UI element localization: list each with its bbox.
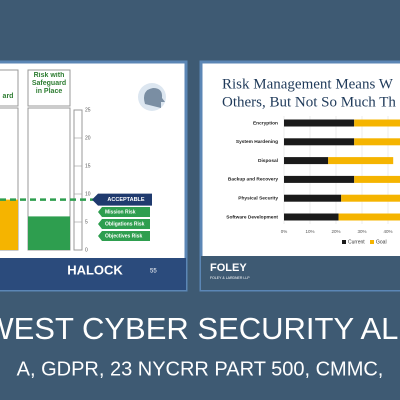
x-tick-label: 0% <box>281 229 288 234</box>
legend-label: Goal <box>376 239 387 245</box>
x-tick-label: 20% <box>331 229 340 234</box>
bar-segment <box>338 213 400 221</box>
tick-label: 10 <box>85 191 91 197</box>
subheadline: A, GDPR, 23 NYCRR PART 500, CMMC, <box>17 358 384 380</box>
risk-label: Objectives Risk <box>105 233 142 239</box>
legend-swatch <box>370 240 374 244</box>
bar-segment <box>284 138 355 146</box>
risk-label: Obligations Risk <box>105 221 145 227</box>
tick-label: 0 <box>85 247 88 253</box>
category-label: Disposal <box>258 158 278 164</box>
bar-title: Risk with Safeguard in Place <box>31 72 67 95</box>
bar-title-box: Risk with Safeguard in Place <box>31 72 67 95</box>
tick-label: 15 <box>85 163 91 169</box>
label-box <box>27 69 71 107</box>
label-box <box>0 69 19 107</box>
bar-segment <box>341 194 400 202</box>
head-icon-shape <box>144 88 165 108</box>
tick-label: 5 <box>85 219 88 225</box>
headline: WEST CYBER SECURITY ALL <box>0 311 400 346</box>
left-slide-footer <box>0 258 186 290</box>
risk-tag <box>98 219 150 229</box>
slide-title: Others, But Not So Much Th <box>222 94 396 110</box>
foley-logo: FOLEY <box>210 262 247 274</box>
legend-label: Current <box>348 239 365 245</box>
bar-segment <box>354 175 400 183</box>
cropped-label: ard <box>3 93 14 100</box>
bar-segment <box>284 194 342 202</box>
foley-sub: FOLEY & LARDNER LLP <box>210 276 250 280</box>
x-tick-label: 40% <box>383 229 392 234</box>
legend-swatch <box>342 240 346 244</box>
bar-segment <box>354 138 400 146</box>
category-label: Software Development <box>226 214 278 220</box>
tick-label: 20 <box>85 135 91 141</box>
x-tick-label: 10% <box>305 229 314 234</box>
right-slide-footer <box>201 256 400 290</box>
gauge: 0 5 10 15 20 25 ACCEPTABLE Mission Risk Obligati… <box>0 107 152 253</box>
x-tick-label: 30% <box>357 229 366 234</box>
risk-tag <box>98 231 150 241</box>
page-number: 55 <box>150 269 157 275</box>
acceptable-tag <box>92 193 152 206</box>
bar-segment <box>284 213 339 221</box>
risk-tag <box>98 207 150 217</box>
bar-segment <box>328 157 394 165</box>
risk-bar <box>28 216 70 250</box>
risk-bar <box>0 199 18 250</box>
category-label: Backup and Recovery <box>228 177 278 183</box>
halock-logo: HALOCK <box>67 262 123 277</box>
bar-chart: 0% 10% 20% 30% 40% Encryption System Hardening… <box>226 116 400 245</box>
bar-segment <box>284 175 355 183</box>
tick-label: 25 <box>85 107 91 113</box>
gauge-scale <box>73 109 83 251</box>
category-label: System Hardening <box>236 139 278 145</box>
risk-label: Mission Risk <box>105 209 136 215</box>
bar-segment <box>284 119 355 127</box>
acceptable-label: ACCEPTABLE <box>107 197 145 203</box>
slide-title: Risk Management Means W <box>222 76 394 92</box>
bar-segment <box>284 157 329 165</box>
category-label: Physical Security <box>238 195 278 201</box>
bar-segment <box>354 119 400 127</box>
category-label: Encryption <box>253 120 278 126</box>
